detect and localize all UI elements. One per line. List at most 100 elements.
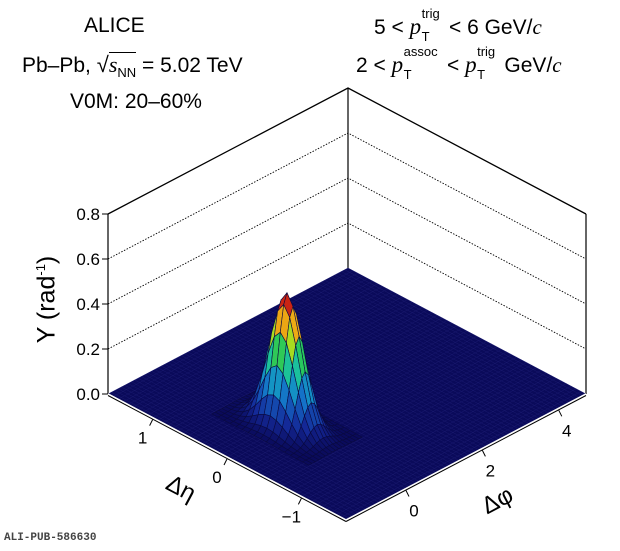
floor-mesh-phi — [141, 376, 380, 503]
delta-eta-tick-label: −1 — [282, 507, 301, 526]
z-axis-label-close: ) — [32, 255, 61, 265]
floor-mesh-phi — [134, 379, 373, 507]
delta-phi-tick-label: 4 — [562, 421, 571, 440]
trig-unit-c: c — [532, 15, 542, 39]
grid-line-z-0.4 — [107, 177, 587, 305]
floor-mesh-phi — [331, 276, 570, 403]
floor-mesh-phi — [344, 269, 583, 396]
delta-eta-tick-mark — [223, 458, 228, 466]
trig-sup: trig — [421, 6, 440, 21]
trig-p: p — [409, 14, 422, 39]
delta-phi-axis-line — [345, 395, 587, 522]
experiment-label: ALICE — [84, 14, 145, 37]
floor-mesh-phi — [317, 283, 557, 410]
floor-mesh-phi — [131, 381, 370, 508]
assoc-p: p — [391, 52, 404, 77]
publication-id: ALI-PUB-586630 — [4, 532, 97, 544]
delta-eta-axis-line — [107, 395, 347, 522]
floor-mesh-phi — [137, 378, 377, 505]
floor-mesh-phi — [327, 278, 567, 405]
floor-mesh-phi — [311, 287, 550, 414]
floor-mesh-phi — [201, 344, 440, 472]
floor-mesh-phi — [284, 301, 523, 428]
z-tick-label: 0.2 — [76, 340, 100, 359]
assoc-p2: p — [465, 52, 477, 77]
floor-mesh-phi — [121, 386, 360, 514]
floor-mesh-phi — [281, 302, 520, 430]
assoc-high: GeV/ — [504, 54, 553, 77]
collision-system-label: Pb–Pb, √sNN = 5.02 TeV — [22, 52, 243, 80]
trigger-pt-range: 5 < p trig T < 6 GeV/c — [374, 6, 542, 44]
axes: 0.0 0.2 0.4 0.6 0.8 1 0 −1 0 2 4 — [76, 205, 587, 526]
floor-mesh-phi — [207, 341, 447, 468]
floor-mesh-phi — [211, 339, 450, 466]
floor-mesh-phi — [341, 271, 580, 398]
delta-eta-tick-mark — [297, 498, 302, 505]
floor-mesh-phi — [224, 332, 463, 459]
delta-phi-tick-label: 2 — [486, 461, 495, 480]
floor-mesh-phi — [271, 308, 510, 435]
grid-line-z-0.6 — [107, 132, 587, 260]
assoc-sub: T — [403, 67, 412, 82]
floor-mesh-phi — [301, 292, 540, 419]
assoc-unit-c: c — [552, 53, 562, 77]
floor-mesh-phi — [297, 294, 537, 421]
floor-mesh-phi — [114, 390, 353, 517]
floor-mesh-phi — [277, 304, 517, 431]
centrality-label: V0M: 20–60% — [70, 90, 202, 113]
surface-cell — [301, 459, 313, 466]
floor-mesh-phi — [111, 392, 350, 519]
delta-phi-tick-label: 0 — [409, 502, 418, 521]
floor-mesh-phi — [324, 280, 563, 407]
delta-eta-tick-mark — [149, 419, 154, 426]
trig-high: < 6 GeV/ — [448, 16, 533, 39]
floor-mesh-phi — [267, 309, 507, 437]
assoc-sup: assoc — [403, 44, 438, 59]
floor-mesh-phi — [314, 285, 553, 412]
floor-mesh-phi — [294, 295, 533, 423]
floor-mesh-phi — [214, 337, 453, 465]
delta-eta-tick-label: 1 — [138, 429, 147, 448]
floor-mesh-phi — [217, 336, 457, 463]
sqrt-symbol: √ — [96, 52, 109, 77]
energy-text: = 5.02 TeV — [142, 54, 243, 77]
assoc-sub2: T — [477, 67, 486, 82]
trig-sub: T — [421, 29, 430, 44]
floor-mesh-phi — [221, 334, 460, 461]
floor-mesh-phi — [287, 299, 527, 426]
floor-mesh-phi — [334, 274, 573, 402]
z-axis-label-sup: -1 — [33, 264, 49, 276]
z-grid-lines — [107, 132, 587, 350]
delta-phi-tick-mark — [558, 410, 563, 417]
floor-mesh-phi — [127, 383, 367, 510]
delta-phi-tick-mark — [481, 450, 486, 457]
floor-mesh-phi — [117, 388, 357, 515]
z-tick-label: 0.0 — [76, 385, 100, 404]
delta-phi-tick-mark — [405, 490, 410, 497]
floor-mesh-phi — [321, 281, 560, 409]
grid-line-z-0.2 — [107, 222, 587, 350]
floor-mesh-phi — [337, 273, 577, 400]
trig-low: 5 < — [374, 16, 404, 39]
floor-mesh-phi — [291, 297, 530, 424]
z-tick-label: 0.8 — [76, 205, 100, 224]
assoc-sup2: trig — [477, 44, 496, 59]
floor-mesh-phi — [347, 267, 587, 395]
floor-mesh-phi — [304, 290, 543, 417]
z-axis-label-text: Y (rad — [32, 275, 61, 344]
floor-front-highlight — [107, 393, 587, 521]
floor-mesh-phi — [307, 288, 547, 416]
sqrt-s-subscript: NN — [117, 65, 137, 81]
z-tick-label: 0.4 — [76, 295, 100, 314]
z-tick-label: 0.6 — [76, 250, 100, 269]
floor-mesh-phi — [204, 343, 443, 470]
assoc-mid: < — [446, 54, 460, 77]
assoc-pt-range: 2 < p assoc T < p trig T GeV/c — [356, 44, 562, 82]
floor-mesh-phi — [124, 385, 363, 512]
z-axis-label: Y (rad-1) — [33, 245, 62, 355]
floor-mesh-phi — [264, 311, 503, 438]
delta-eta-tick-label: 0 — [212, 468, 221, 487]
surface-mesh — [211, 291, 363, 466]
assoc-low: 2 < — [356, 54, 386, 77]
